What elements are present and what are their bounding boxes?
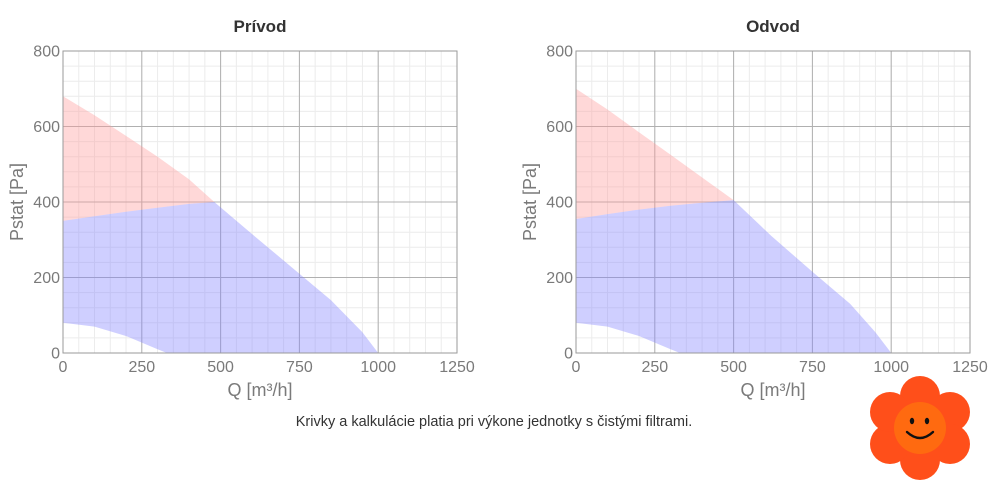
mascot-smile [905,430,935,440]
series-area-1 [63,202,379,353]
y-tick-label: 400 [546,195,573,212]
y-tick-label: 0 [51,346,60,363]
y-tick-label: 800 [33,44,60,61]
x-tick-label: 250 [128,359,155,376]
chart-0: 0 250 500 750 1000 1250 0 200 400 600 800 Prívod Q [… [7,17,475,400]
flower-mascot-icon [870,376,970,480]
plot-frame [575,50,971,354]
y-tick-label: 400 [33,195,60,212]
y-tick-label: 200 [33,270,60,287]
mascot-face [894,402,946,454]
x-axis-label: Q [m³/h] [740,380,805,400]
charts-canvas: 0 250 500 750 1000 1250 0 200 400 600 800 Prívod Q [… [7,17,988,400]
series-area-1 [576,200,892,353]
y-tick-label: 0 [564,346,573,363]
chart-title: Odvod [746,17,800,36]
chart-title: Prívod [234,17,287,36]
x-tick-label: 500 [720,359,747,376]
y-tick-label: 800 [546,44,573,61]
y-tick-label: 600 [546,119,573,136]
plot-frame [62,50,458,354]
x-tick-label: 250 [641,359,668,376]
mascot-left-eye [909,417,915,425]
x-tick-label: 1250 [952,359,988,376]
x-tick-label: 750 [286,359,313,376]
chart-1: 0 250 500 750 1000 1250 0 200 400 600 800 Odvod Q [m… [520,17,988,400]
y-axis-label: Pstat [Pa] [7,163,27,241]
x-tick-label: 1000 [360,359,396,376]
x-tick-label: 750 [799,359,826,376]
mascot-right-eye [924,417,930,425]
y-axis-label: Pstat [Pa] [520,163,540,241]
x-tick-label: 1250 [439,359,475,376]
x-tick-label: 1000 [873,359,909,376]
footnote-text: Krivky a kalkulácie platia pri výkone je… [295,414,693,430]
x-tick-label: 500 [207,359,234,376]
x-tick-label: 0 [59,359,68,376]
y-tick-label: 600 [33,119,60,136]
x-tick-label: 0 [572,359,581,376]
y-tick-label: 200 [546,270,573,287]
x-axis-label: Q [m³/h] [227,380,292,400]
series-area-0 [63,96,215,221]
series-area-0 [576,88,734,219]
